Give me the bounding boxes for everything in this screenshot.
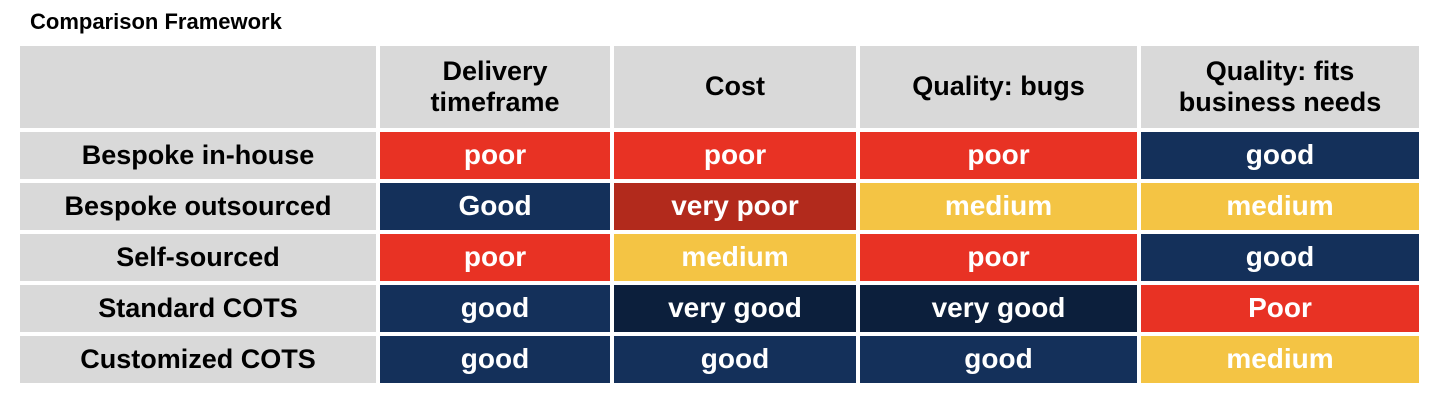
rating-cell: very good [614,285,856,332]
row-label-self-sourced: Self-sourced [20,234,376,281]
row-label-customized-cots: Customized COTS [20,336,376,383]
rating-cell: Poor [1141,285,1419,332]
header-delivery-timeframe: Delivery timeframe [380,46,610,128]
rating-cell: very poor [614,183,856,230]
rating-cell: good [1141,234,1419,281]
rating-cell: medium [1141,183,1419,230]
rating-cell: medium [1141,336,1419,383]
comparison-table: Delivery timeframe Cost Quality: bugs Qu… [20,46,1419,383]
row-label-standard-cots: Standard COTS [20,285,376,332]
rating-cell: Good [380,183,610,230]
rating-cell: poor [380,234,610,281]
row-label-bespoke-outsourced: Bespoke outsourced [20,183,376,230]
page-title: Comparison Framework [30,9,282,34]
rating-cell: good [380,336,610,383]
header-quality-bugs: Quality: bugs [860,46,1137,128]
header-cost: Cost [614,46,856,128]
rating-cell: good [860,336,1137,383]
rating-cell: medium [614,234,856,281]
rating-cell: medium [860,183,1137,230]
header-quality-fits-business-needs: Quality: fits business needs [1141,46,1419,128]
rating-cell: very good [860,285,1137,332]
rating-cell: good [1141,132,1419,179]
rating-cell: good [380,285,610,332]
row-label-bespoke-in-house: Bespoke in-house [20,132,376,179]
rating-cell: poor [380,132,610,179]
rating-cell: poor [860,132,1137,179]
header-corner [20,46,376,128]
rating-cell: poor [614,132,856,179]
rating-cell: poor [860,234,1137,281]
rating-cell: good [614,336,856,383]
